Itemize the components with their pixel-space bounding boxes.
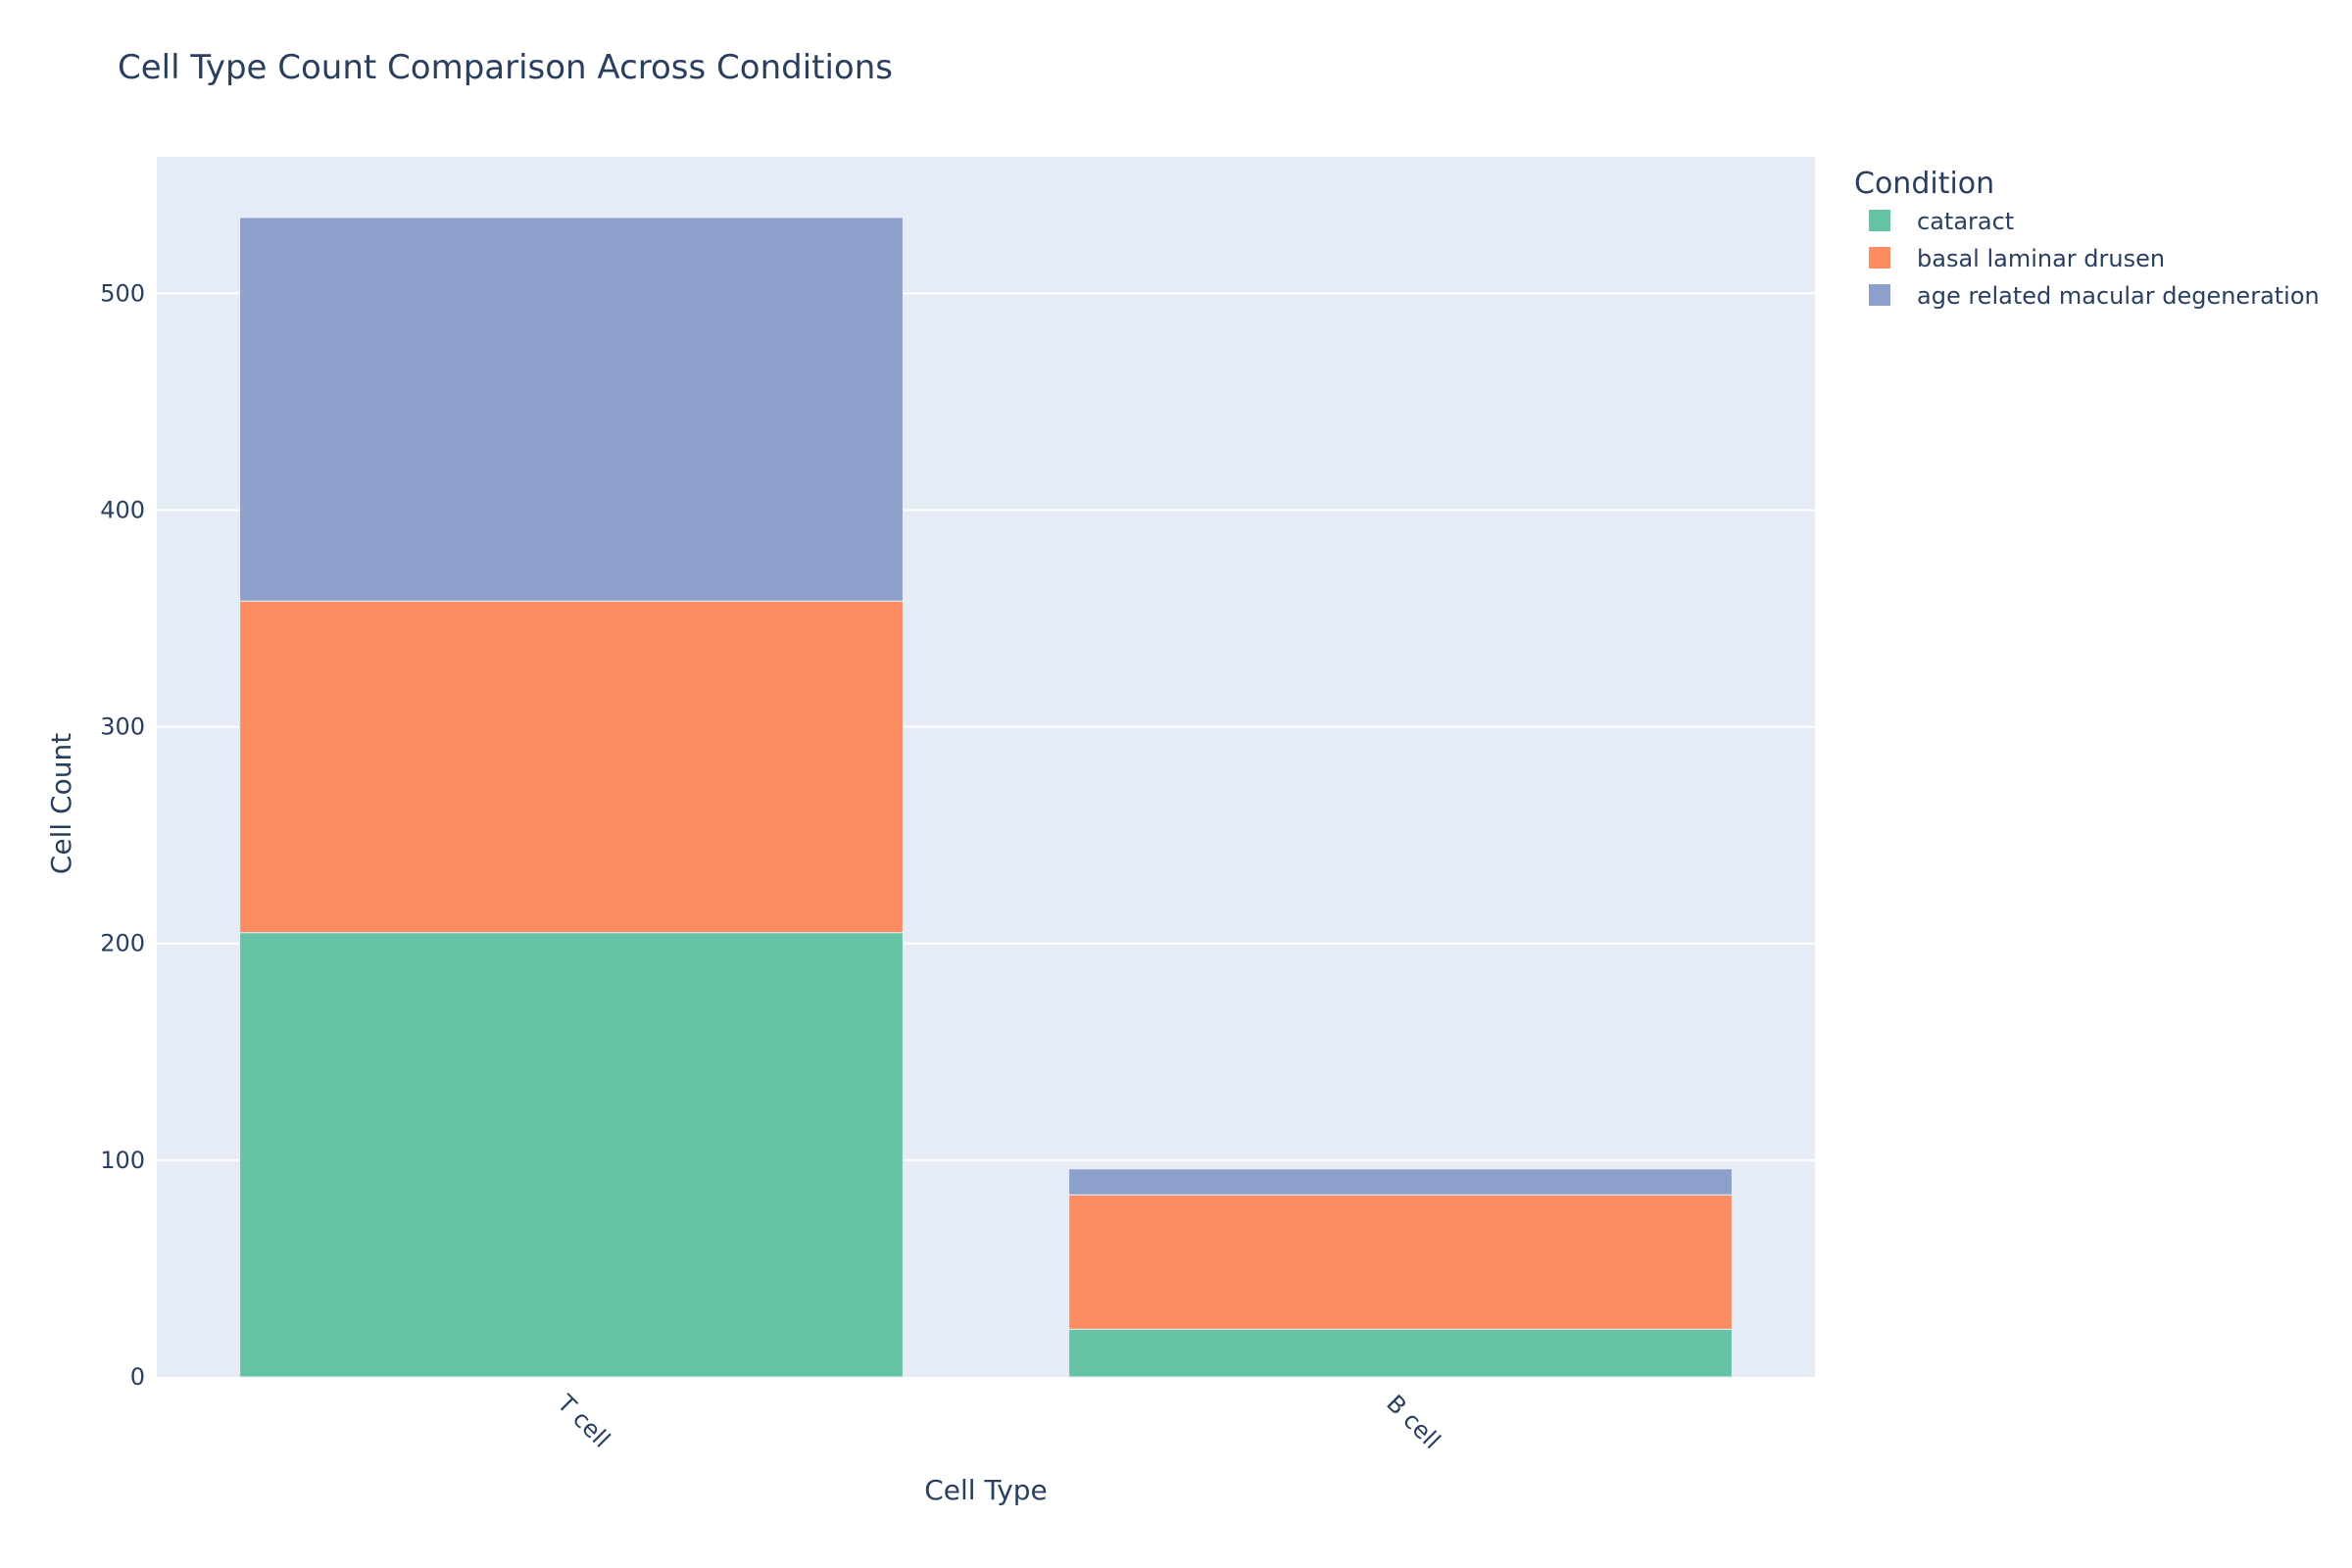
- x-tick-label: T cell: [551, 1389, 614, 1452]
- bar: [1068, 1194, 1733, 1330]
- x-tick: B cell: [1381, 1390, 1446, 1454]
- x-tick-label: B cell: [1381, 1390, 1446, 1454]
- x-axis-ticks: T cell B cell: [551, 1389, 1446, 1454]
- x-axis-label: Cell Type: [924, 1474, 1048, 1506]
- legend: Condition cataract basal laminar drusen ag…: [1854, 167, 2320, 310]
- y-tick-label: 100: [100, 1147, 145, 1174]
- y-tick-label: 500: [100, 279, 145, 307]
- legend-item-label: age related macular degeneration: [1917, 282, 2320, 310]
- y-tick-label: 0: [130, 1363, 145, 1391]
- chart-title: Cell Type Count Comparison Across Condit…: [118, 48, 893, 87]
- bar: [239, 217, 904, 602]
- bar: [1068, 1168, 1733, 1196]
- legend-title: Condition: [1854, 167, 1994, 201]
- x-tick: T cell: [551, 1389, 614, 1452]
- bar: [1068, 1328, 1733, 1378]
- bars: [239, 217, 1733, 1378]
- y-axis-label: Cell Count: [45, 733, 77, 874]
- y-tick-label: 300: [100, 713, 145, 741]
- legend-swatch: [1869, 210, 1890, 231]
- bar: [239, 932, 904, 1378]
- legend-swatch: [1869, 284, 1890, 306]
- y-tick-label: 200: [100, 930, 145, 957]
- legend-item-label: cataract: [1917, 208, 2014, 235]
- bar: [239, 600, 904, 934]
- legend-item-label: basal laminar drusen: [1917, 245, 2165, 272]
- legend-swatch: [1869, 247, 1890, 269]
- y-axis-ticks: 0 100 200 300 400 500: [100, 279, 145, 1391]
- y-tick-label: 400: [100, 496, 145, 523]
